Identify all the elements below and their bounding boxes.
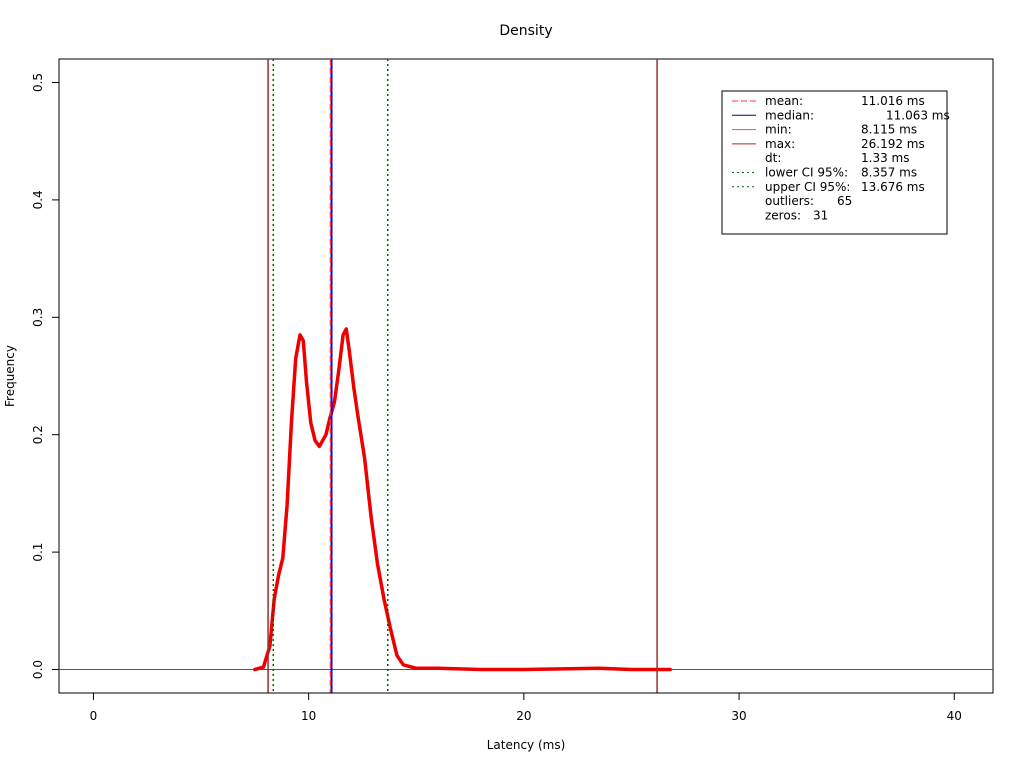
legend-label: outliers: [765,194,814,208]
y-tick-label: 0.4 [31,190,45,209]
legend-label: mean: [765,94,803,108]
legend: mean: 11.016 ms median: 11.063 ms min: 8.115 … [721,90,950,235]
legend-box [721,90,948,235]
plot-area [59,59,993,693]
y-tick-label: 0.0 [31,660,45,679]
x-axis-label: Latency (ms) [487,738,566,752]
legend-label: zeros: [765,208,801,222]
y-axis: 0.0 0.1 0.2 0.3 0.4 0.5 [31,73,60,679]
x-tick-label: 30 [731,709,746,723]
legend-value: 26.192 ms [861,137,925,151]
x-axis: 0 10 20 30 40 [90,692,962,723]
legend-label: dt: [765,151,781,165]
legend-label: upper CI 95%: [765,180,850,194]
x-tick-label: 10 [301,709,316,723]
y-tick-label: 0.3 [31,308,45,327]
legend-value: 1.33 ms [861,151,909,165]
legend-value: 13.676 ms [861,180,925,194]
chart-title: Density [499,23,552,39]
x-tick-label: 20 [516,709,531,723]
legend-label: lower CI 95%: [765,166,848,180]
x-tick-label: 0 [90,709,98,723]
y-tick-label: 0.5 [31,73,45,92]
y-axis-label: Frequency [3,345,17,407]
legend-value: 31 [813,208,828,222]
y-tick-label: 0.2 [31,425,45,444]
legend-value: 11.063 ms [886,108,950,122]
legend-value: 8.357 ms [861,166,917,180]
legend-value: 8.115 ms [861,123,917,137]
density-curve-series-0 [253,327,672,672]
legend-label: median: [765,108,814,122]
x-tick-label: 40 [947,709,962,723]
legend-value: 11.016 ms [861,94,925,108]
legend-label: max: [765,137,795,151]
legend-value: 65 [837,194,852,208]
y-tick-label: 0.1 [31,543,45,562]
legend-label: min: [765,123,792,137]
